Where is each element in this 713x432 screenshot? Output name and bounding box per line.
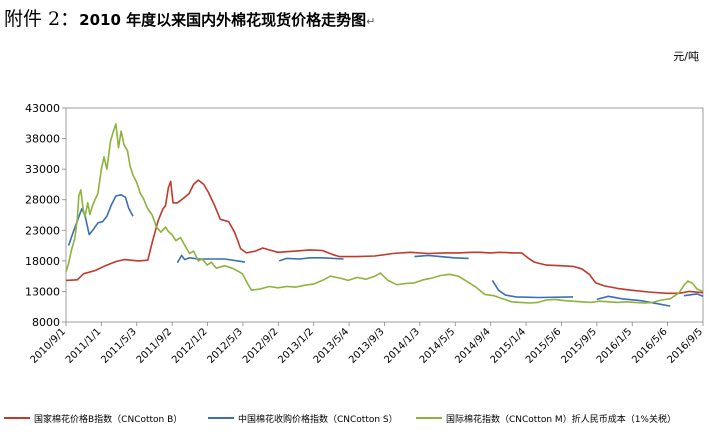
x-tick-label: 2015/1/4 bbox=[489, 326, 529, 366]
x-tick-label: 2016/5/6 bbox=[630, 326, 670, 366]
cncotton-s-line-segment-4 bbox=[414, 254, 469, 260]
y-tick-label: 43000 bbox=[25, 102, 60, 115]
x-tick-label: 2012/9/2 bbox=[241, 326, 281, 366]
x-tick-label: 2016/9/5 bbox=[666, 326, 706, 366]
x-tick-label: 2015/9/5 bbox=[559, 326, 599, 366]
x-axis: 2010/9/12011/1/12011/5/32011/9/22012/1/2… bbox=[29, 322, 706, 366]
y-tick-label: 28000 bbox=[25, 194, 60, 207]
cncotton-s-line-segment-5 bbox=[491, 279, 574, 299]
x-tick-label: 2011/5/3 bbox=[99, 326, 139, 366]
chart-title: 2010 年度以来国内外棉花现货价格走势图 bbox=[79, 11, 367, 29]
cncotton-m-line bbox=[65, 123, 704, 304]
y-tick-label: 13000 bbox=[25, 285, 60, 298]
x-tick-label: 2014/1/3 bbox=[382, 326, 422, 366]
y-tick-label: 18000 bbox=[25, 255, 60, 268]
y-axis: 8000 13000 18000 23000 28000 33000 38000 43000 bbox=[25, 102, 66, 329]
x-tick-label: 2011/9/2 bbox=[135, 326, 175, 366]
x-tick-label: 2014/9/4 bbox=[453, 326, 493, 366]
heading-prefix: 附件 2： bbox=[4, 8, 80, 30]
cncotton-s-line-segment-1 bbox=[67, 194, 134, 246]
x-tick-label: 2012/1/2 bbox=[170, 326, 210, 366]
cncotton-s-line-segment-6 bbox=[596, 295, 671, 307]
x-tick-label: 2013/5/4 bbox=[312, 326, 352, 366]
legend-label-m: 国际棉花指数（CNCotton M）折人民币成本（1%关税） bbox=[446, 414, 676, 425]
cncotton-s-line-segment-3 bbox=[278, 256, 344, 262]
legend-label-b: 国家棉花价格B指数（CNCotton B） bbox=[34, 414, 183, 425]
y-tick-label: 33000 bbox=[25, 163, 60, 176]
legend: 国家棉花价格B指数（CNCotton B） 中国棉花收购价格指数（CNCotto… bbox=[0, 408, 713, 428]
x-tick-label: 2014/5/5 bbox=[418, 326, 458, 366]
x-tick-label: 2015/5/6 bbox=[524, 326, 564, 366]
x-tick-label: 2016/1/5 bbox=[595, 326, 635, 366]
y-tick-label: 23000 bbox=[25, 224, 60, 237]
cncotton-s-line-segment-2 bbox=[176, 254, 246, 264]
paragraph-mark: ↵ bbox=[366, 15, 376, 28]
y-tick-label: 8000 bbox=[32, 316, 60, 329]
legend-swatch-b bbox=[4, 417, 30, 419]
x-tick-label: 2010/9/1 bbox=[29, 326, 69, 366]
x-tick-label: 2012/5/3 bbox=[206, 326, 246, 366]
cncotton-b-line bbox=[65, 179, 704, 295]
x-tick-label: 2013/9/3 bbox=[347, 326, 387, 366]
legend-item-cncotton-b: 国家棉花价格B指数（CNCotton B） bbox=[4, 408, 182, 428]
x-tick-label: 2013/1/2 bbox=[276, 326, 316, 366]
y-axis-unit: 元/吨 bbox=[673, 50, 699, 63]
page-heading: 附件 2：2010 年度以来国内外棉花现货价格走势图↵ bbox=[4, 4, 375, 32]
legend-label-s: 中国棉花收购价格指数（CNCotton S） bbox=[238, 414, 398, 425]
legend-swatch-s bbox=[208, 417, 234, 419]
y-tick-label: 38000 bbox=[25, 133, 60, 146]
legend-item-cncotton-m: 国际棉花指数（CNCotton M）折人民币成本（1%关税） bbox=[416, 408, 676, 428]
cncotton-s-line-segment-7 bbox=[683, 293, 704, 298]
x-tick-label: 2011/1/1 bbox=[64, 326, 104, 366]
plot-area bbox=[65, 107, 704, 323]
legend-swatch-m bbox=[416, 417, 442, 419]
legend-item-cncotton-s: 中国棉花收购价格指数（CNCotton S） bbox=[208, 408, 398, 428]
series-lines bbox=[65, 123, 704, 307]
